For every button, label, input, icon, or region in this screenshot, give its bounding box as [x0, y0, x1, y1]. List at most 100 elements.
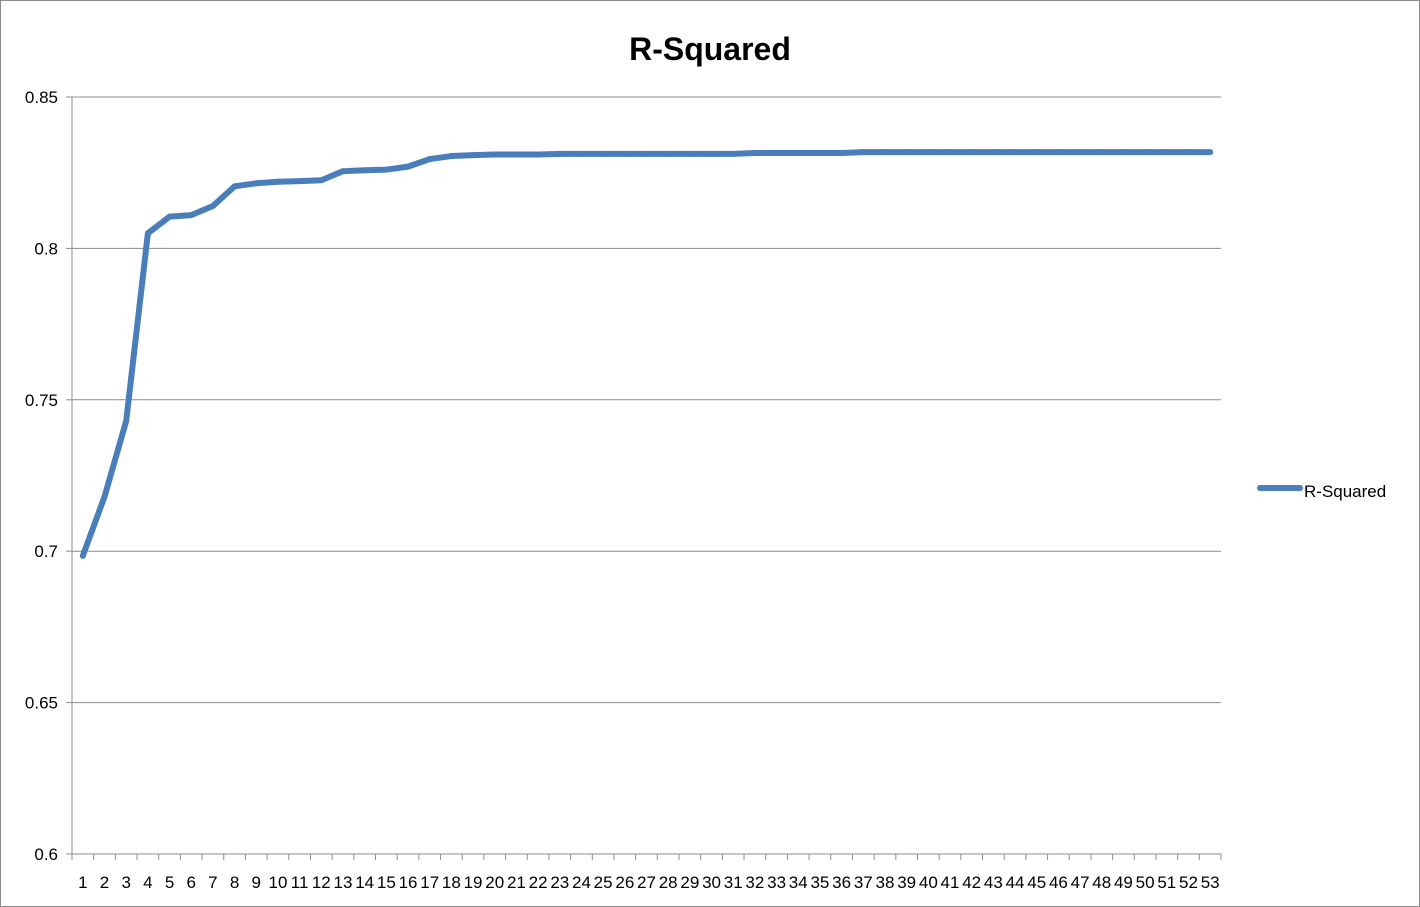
x-tick-label: 3	[121, 873, 130, 892]
x-tick-label: 19	[464, 873, 483, 892]
axes	[71, 97, 1221, 855]
y-tick-label: 0.65	[25, 694, 58, 713]
x-tick-label: 51	[1157, 873, 1176, 892]
x-tick-label: 45	[1027, 873, 1046, 892]
data-point	[144, 230, 151, 237]
x-tick-label: 37	[854, 873, 873, 892]
x-tick-label: 16	[399, 873, 418, 892]
x-tick-label: 8	[230, 873, 239, 892]
data-point	[795, 150, 802, 157]
x-tick-label: 6	[187, 873, 196, 892]
data-point	[1120, 149, 1127, 156]
data-point	[491, 151, 498, 158]
data-point	[231, 183, 238, 190]
x-tick-label: 46	[1049, 873, 1068, 892]
x-tick-label: 7	[208, 873, 217, 892]
x-tick-label: 25	[594, 873, 613, 892]
x-tick-label: 28	[659, 873, 678, 892]
data-point	[773, 150, 780, 157]
data-point	[1012, 149, 1019, 156]
gridlines	[72, 96, 1221, 704]
x-tick-label: 24	[572, 873, 591, 892]
data-point	[209, 203, 216, 210]
x-tick-label: 23	[550, 873, 569, 892]
x-tick-label: 53	[1201, 873, 1220, 892]
data-point	[448, 153, 455, 160]
data-point	[513, 151, 520, 158]
x-tick-label: 22	[529, 873, 548, 892]
x-tick-label: 11	[291, 873, 309, 892]
data-point	[426, 156, 433, 163]
data-point	[578, 150, 585, 157]
x-tick-label: 38	[876, 873, 895, 892]
x-tick-label: 41	[941, 873, 960, 892]
data-point	[990, 149, 997, 156]
data-point	[1163, 149, 1170, 156]
y-tick-label: 0.8	[34, 239, 58, 258]
data-point	[860, 149, 867, 156]
x-tick-label: 1	[78, 873, 87, 892]
x-tick-label: 35	[810, 873, 829, 892]
data-point	[665, 150, 672, 157]
x-tick-label: 34	[789, 873, 808, 892]
y-tick-label: 0.85	[25, 88, 58, 107]
series-line-r-squared	[79, 149, 1214, 559]
x-tick-label: 52	[1179, 873, 1198, 892]
data-point	[751, 150, 758, 157]
x-tick-label: 29	[680, 873, 699, 892]
y-tick-label: 0.75	[25, 391, 58, 410]
data-point	[253, 180, 260, 187]
x-tick-label: 43	[984, 873, 1003, 892]
data-point	[339, 168, 346, 175]
data-point	[123, 417, 130, 424]
x-tick-label: 40	[919, 873, 938, 892]
data-point	[730, 150, 737, 157]
data-point	[925, 149, 932, 156]
legend: R-Squared	[1257, 482, 1386, 501]
x-tick-label: 36	[832, 873, 851, 892]
x-tick-label: 49	[1114, 873, 1133, 892]
data-point	[470, 152, 477, 159]
series-layer	[79, 149, 1214, 559]
data-point	[643, 150, 650, 157]
data-point	[1207, 149, 1214, 156]
x-tick-label: 33	[767, 873, 786, 892]
data-point	[816, 150, 823, 157]
data-point	[1142, 149, 1149, 156]
data-point	[166, 213, 173, 220]
data-point	[1185, 149, 1192, 156]
data-point	[361, 167, 368, 174]
data-point	[188, 212, 195, 219]
data-point	[1033, 149, 1040, 156]
x-tick-label: 47	[1071, 873, 1090, 892]
x-tick-label: 9	[252, 873, 261, 892]
x-tick-label: 48	[1092, 873, 1111, 892]
data-point	[708, 150, 715, 157]
x-tick-label: 17	[420, 873, 439, 892]
x-tick-label: 2	[100, 873, 109, 892]
data-point	[947, 149, 954, 156]
x-tick-label: 12	[312, 873, 331, 892]
data-point	[1055, 149, 1062, 156]
legend-label: R-Squared	[1304, 482, 1386, 501]
data-point	[296, 178, 303, 185]
data-point	[405, 163, 412, 170]
y-axis-ticks: 0.6 0.65 0.7 0.75 0.8 0.85	[25, 88, 72, 864]
data-point	[881, 149, 888, 156]
x-tick-label: 42	[962, 873, 981, 892]
x-tick-label: 31	[724, 873, 743, 892]
x-tick-label: 5	[165, 873, 174, 892]
x-tick-label: 32	[745, 873, 764, 892]
x-tick-label: 14	[355, 873, 374, 892]
x-tick-label: 50	[1136, 873, 1155, 892]
x-tick-label: 10	[268, 873, 287, 892]
x-tick-label: 20	[485, 873, 504, 892]
data-point	[318, 177, 325, 184]
data-point	[686, 150, 693, 157]
data-point	[968, 149, 975, 156]
data-point	[621, 150, 628, 157]
x-tick-label: 30	[702, 873, 721, 892]
data-point	[838, 150, 845, 157]
data-point	[1098, 149, 1105, 156]
